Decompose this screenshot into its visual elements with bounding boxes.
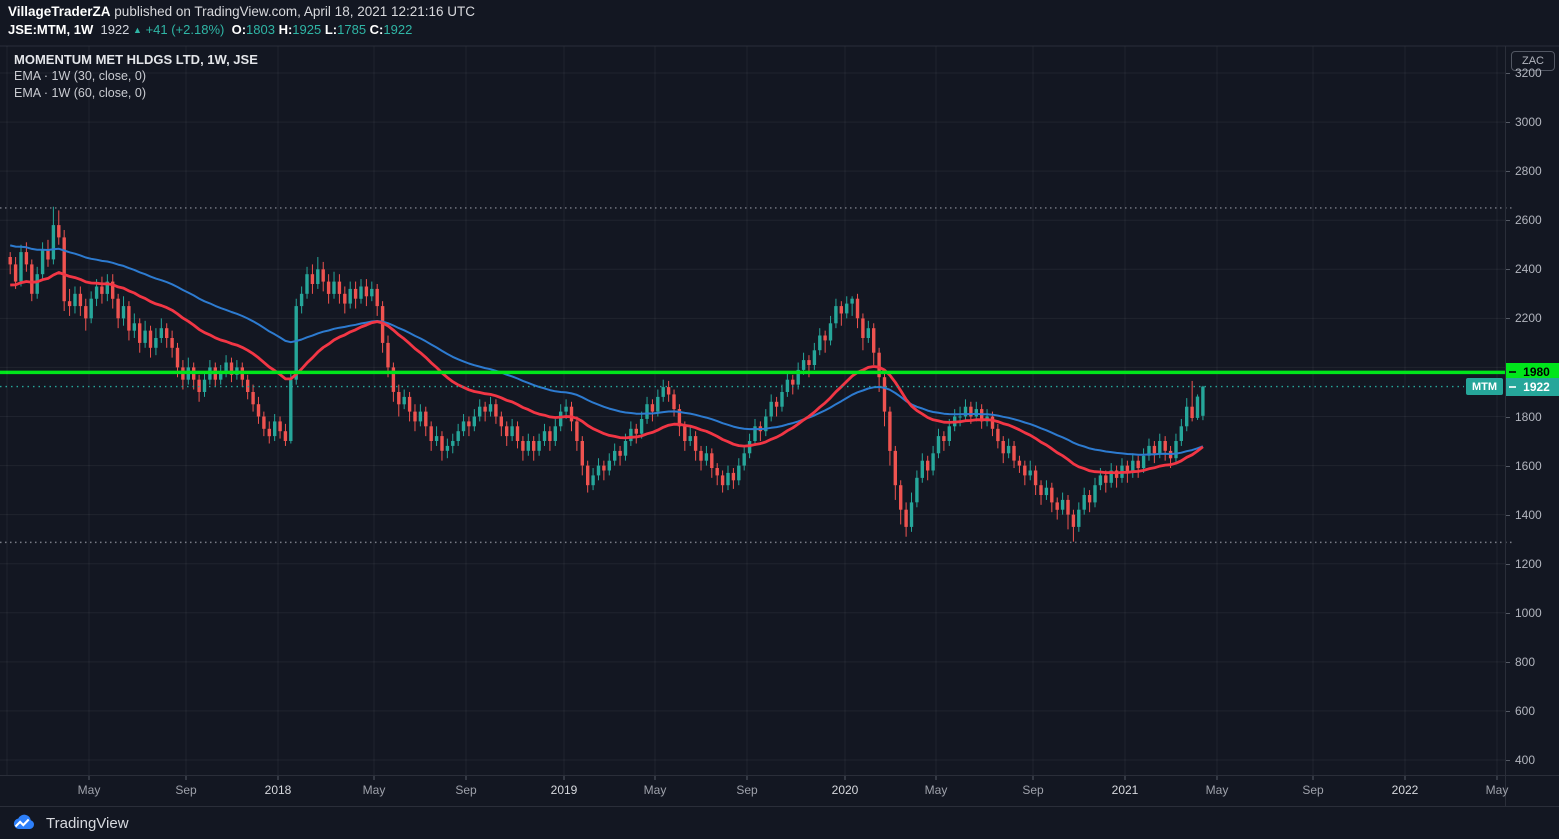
change-value: +41 (+2.18%) (145, 22, 225, 37)
time-axis[interactable]: May Sep 2018 May Sep 2019 May Sep 2020 May Sep 2021… (0, 775, 1559, 807)
hline-price-label: 1980 (1506, 363, 1559, 382)
quote-row: JSE:MTM, 1W 1922 ▲ +41 (+2.18%) O:1803 H… (8, 22, 416, 37)
ohlc-value: 1785 (337, 22, 367, 37)
axis-tick-dash (1509, 385, 1516, 388)
legend-ema30[interactable]: EMA · 1W (30, close, 0) (14, 69, 146, 83)
price-axis-label: 600 (1515, 703, 1536, 718)
ohlc-value: 1925 (292, 22, 322, 37)
current-price-label: 1922 (1506, 377, 1559, 396)
time-axis-month-label: May (643, 783, 667, 797)
price-axis-tick (1506, 318, 1510, 320)
time-axis-month-label: May (77, 783, 101, 797)
time-axis-month-label: Sep (175, 783, 197, 797)
legend-symbol-title[interactable]: MOMENTUM MET HLDGS LTD, 1W, JSE (14, 52, 258, 67)
ohlc-label: C: (369, 22, 384, 37)
legend-ema60[interactable]: EMA · 1W (60, close, 0) (14, 86, 146, 100)
price-axis-tick (1506, 563, 1510, 565)
price-axis-tick (1506, 465, 1510, 467)
time-axis-month-label: May (924, 783, 948, 797)
brand-name[interactable]: TradingView (46, 814, 129, 832)
ohlc-fields: O:1803 H:1925 L:1785 C:1922 (232, 22, 416, 37)
price-axis-tick (1506, 612, 1510, 614)
price-axis-label: 400 (1515, 753, 1536, 767)
symbol-price-tag: MTM (1466, 378, 1503, 396)
price-axis-label: 2200 (1515, 311, 1542, 326)
axis-tick-dash (1509, 371, 1516, 374)
byline-author: VillageTraderZA (8, 4, 111, 19)
time-axis-year-label: 2019 (550, 783, 578, 797)
price-axis-tick (1506, 416, 1510, 418)
change-up-arrow-icon: ▲ (133, 25, 142, 35)
time-axis-month-label: Sep (1022, 783, 1044, 797)
time-axis-month-label: Sep (455, 783, 477, 797)
last-price: 1922 (100, 22, 130, 37)
price-axis-tick (1506, 514, 1510, 516)
tradingview-logo-icon[interactable] (10, 814, 37, 833)
price-axis-tick (1506, 269, 1510, 271)
price-axis-label: 2800 (1515, 164, 1542, 179)
price-axis-label: 800 (1515, 654, 1536, 669)
time-axis-year-label: 2022 (1391, 783, 1419, 797)
price-axis-tick (1506, 171, 1510, 173)
symbol-interval: JSE:MTM, 1W (8, 22, 94, 37)
price-axis-label: 1800 (1515, 409, 1542, 424)
ohlc-value: 1803 (246, 22, 275, 37)
price-axis-label: 1000 (1515, 605, 1542, 620)
ohlc-label: O: (231, 22, 247, 37)
price-axis-label: 1600 (1515, 458, 1542, 473)
price-axis-label: 2600 (1515, 213, 1542, 228)
byline: VillageTraderZA published on TradingView… (8, 4, 475, 19)
chart-legend: MOMENTUM MET HLDGS LTD, 1W, JSE EMA · 1W… (14, 51, 258, 102)
price-axis-label: 2400 (1515, 262, 1542, 277)
price-axis-label: 1400 (1515, 507, 1542, 522)
time-axis-year-label: 2021 (1111, 783, 1139, 797)
ohlc-label: L: (324, 22, 338, 37)
price-axis-label: 3000 (1515, 115, 1542, 130)
price-axis-tick (1506, 122, 1510, 124)
footer-bar: TradingView (0, 806, 1559, 839)
price-axis-tick (1506, 73, 1510, 74)
time-axis-month-label: Sep (1302, 783, 1324, 797)
time-axis-year-label: 2020 (831, 783, 859, 797)
time-axis-month-label: May (1485, 783, 1509, 797)
time-axis-month-label: Sep (736, 783, 758, 797)
price-axis-tick (1506, 220, 1510, 222)
currency-unit-button[interactable]: ZAC (1511, 51, 1555, 71)
price-axis-tick (1506, 661, 1510, 663)
price-axis-tick (1506, 710, 1510, 712)
ohlc-label: H: (278, 22, 293, 37)
time-axis-month-label: May (1205, 783, 1229, 797)
byline-text: published on TradingView.com, April 18, … (110, 4, 476, 19)
price-axis-label: 3200 (1515, 66, 1542, 80)
time-axis-year-label: 2018 (264, 783, 292, 797)
ohlc-value: 1922 (383, 22, 413, 37)
price-axis[interactable]: ZAC 3200 3000 2800 2600 2400 2200 1800 1600 1400… (1505, 46, 1559, 806)
time-axis-month-label: May (362, 783, 386, 797)
price-axis-tick (1506, 760, 1510, 761)
price-axis-label: 1200 (1515, 556, 1542, 571)
